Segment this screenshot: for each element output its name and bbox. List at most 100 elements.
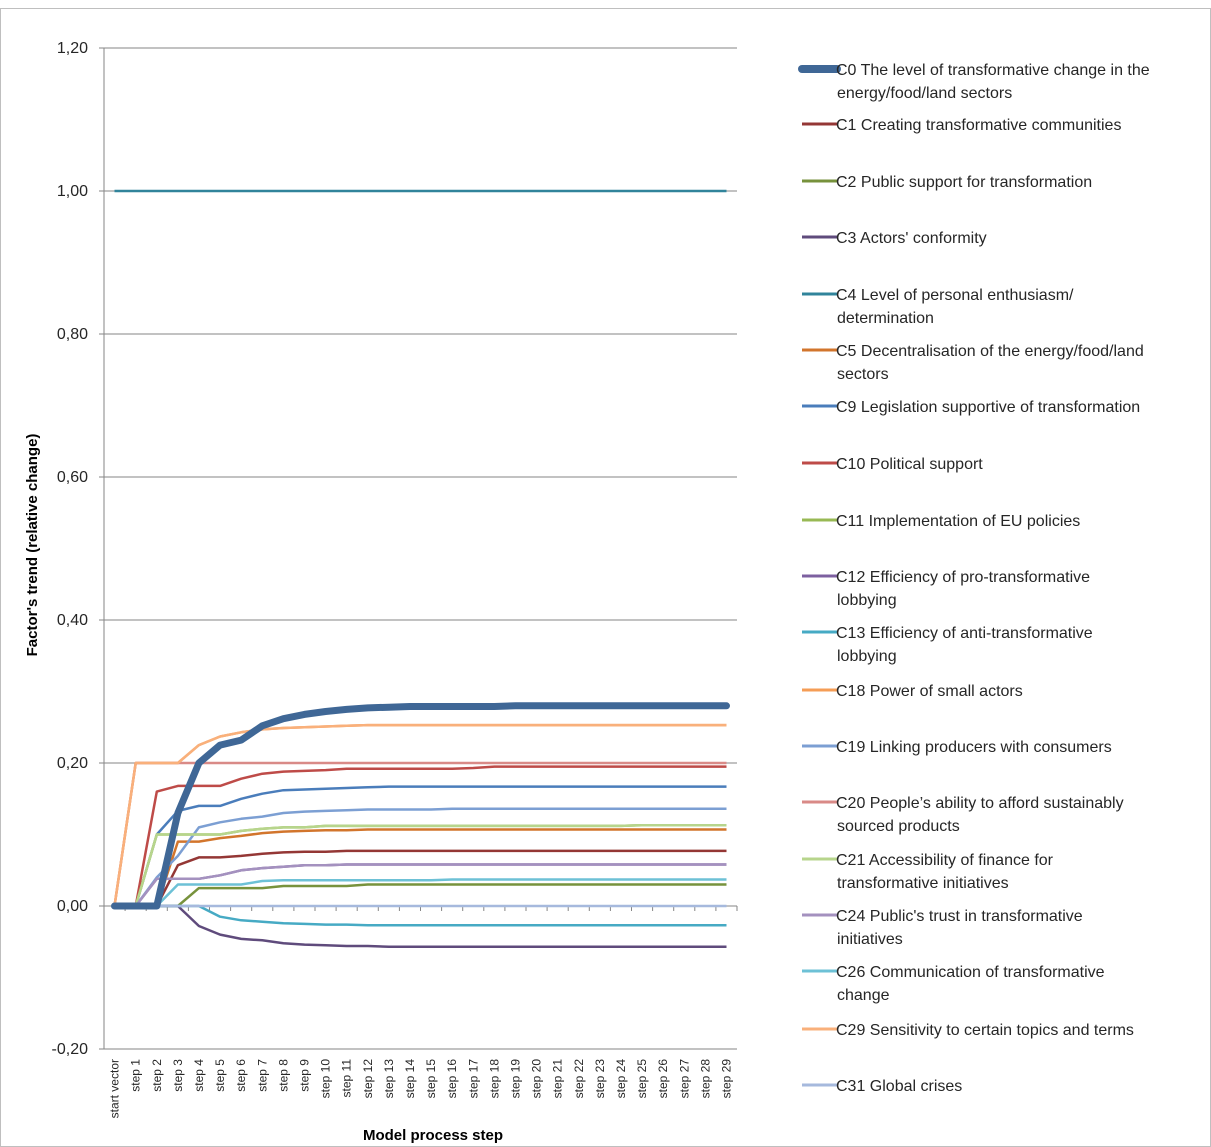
legend-label: C24 Public's trust in transformative	[836, 908, 1083, 925]
legend-item: C11 Implementation of EU policies	[802, 513, 1080, 530]
legend-label: determination	[837, 310, 934, 327]
x-tick-label: step 28	[698, 1059, 712, 1099]
x-tick-label: step 8	[276, 1059, 290, 1092]
legend-label: C21 Accessibility of finance for	[836, 852, 1054, 869]
series-line	[114, 807, 727, 908]
series-line	[114, 765, 727, 908]
legend-item: C9 Legislation supportive of transformat…	[802, 399, 1140, 416]
x-tick-label: step 21	[551, 1059, 565, 1099]
legend-item: C26 Communication of transformative chang…	[802, 964, 1105, 1004]
legend-item: C5 Decentralisation of the energy/food/l…	[802, 343, 1144, 383]
legend-label: C2 Public support for transformation	[836, 174, 1092, 191]
y-tick-label: 1,20	[57, 40, 88, 57]
x-tick-label: step 6	[234, 1059, 248, 1092]
x-tick-label: step 29	[719, 1059, 733, 1099]
legend-label: energy/food/land sectors	[837, 85, 1012, 102]
legend-item: C24 Public's trust in transformative init…	[802, 908, 1083, 948]
legend-label: C5 Decentralisation of the energy/food/l…	[836, 343, 1144, 360]
series-line	[114, 823, 727, 908]
legend-label: C26 Communication of transformative	[836, 964, 1105, 981]
x-tick-label: step 7	[255, 1059, 269, 1092]
legend-label: C13 Efficiency of anti-transformative	[836, 625, 1093, 642]
x-tick-label: step 9	[297, 1059, 311, 1092]
x-tick-label: step 18	[487, 1059, 501, 1099]
x-tick-labels: start vector step 1 step 2 step 3 step 4 step…	[108, 1059, 734, 1119]
series-line	[114, 785, 727, 908]
x-tick-label: step 19	[508, 1059, 522, 1099]
x-tick-label: step 24	[614, 1059, 628, 1099]
series-line	[113, 761, 727, 907]
y-tick-label: 0,80	[57, 326, 88, 343]
x-tick-label: step 4	[192, 1059, 206, 1092]
series-line	[114, 904, 727, 949]
legend-label: transformative initiatives	[837, 875, 1009, 892]
x-tick-label: step 22	[572, 1059, 586, 1099]
y-tick-label: 0,00	[57, 898, 88, 915]
x-tick-label: step 13	[382, 1059, 396, 1099]
y-tick-label: 0,60	[57, 469, 88, 486]
x-tick-label: step 10	[319, 1059, 333, 1099]
x-tick-label: step 25	[635, 1059, 649, 1099]
series-line	[114, 883, 727, 908]
legend-item: C20 People’s ability to afford sustainab…	[802, 795, 1124, 835]
legend-label: initiatives	[837, 931, 903, 948]
legend-item: C10 Political support	[802, 456, 983, 473]
legend-label: C18 Power of small actors	[836, 683, 1023, 700]
legend-label: change	[837, 987, 890, 1004]
legend-label: sectors	[837, 366, 889, 383]
legend: C0 The level of transformative change in…	[798, 62, 1150, 1095]
legend-label: C4 Level of personal enthusiasm/	[836, 287, 1074, 304]
series-line	[114, 878, 727, 908]
legend-label: C20 People’s ability to afford sustainab…	[836, 795, 1124, 812]
legend-label: lobbying	[837, 648, 897, 665]
legend-item: C21 Accessibility of finance for transfor…	[802, 852, 1054, 892]
legend-item: C0 The level of transformative change in…	[798, 62, 1150, 102]
legend-label: C11 Implementation of EU policies	[836, 513, 1080, 530]
series-lines	[111, 189, 730, 949]
x-tick-label: step 16	[445, 1059, 459, 1099]
legend-label: sourced products	[837, 818, 960, 835]
series-line	[114, 904, 727, 927]
legend-label: C19 Linking producers with consumers	[836, 739, 1112, 756]
x-tick-label: step 12	[361, 1059, 375, 1099]
x-axis-title: Model process step	[363, 1127, 503, 1144]
x-tick-label: step 1	[129, 1059, 143, 1092]
series-line	[114, 863, 727, 908]
x-tick-label: step 3	[171, 1059, 185, 1092]
legend-item: C31 Global crises	[802, 1078, 962, 1095]
x-tick-label: step 17	[466, 1059, 480, 1099]
legend-item: C2 Public support for transformation	[802, 174, 1092, 191]
x-tick-label: step 5	[213, 1059, 227, 1092]
x-tick-label: step 20	[530, 1059, 544, 1099]
x-tick-label: step 15	[424, 1059, 438, 1099]
y-tick-label: 0,40	[57, 612, 88, 629]
legend-label: C1 Creating transformative communities	[836, 117, 1121, 134]
y-axis-title: Factor's trend (relative change)	[24, 434, 41, 657]
legend-item: C13 Efficiency of anti-transformative lob…	[802, 625, 1093, 665]
legend-label: C9 Legislation supportive of transformat…	[836, 399, 1140, 416]
series-line	[114, 828, 727, 908]
y-tick-labels: -0,20 0,00 0,20 0,40 0,60 0,80 1,00 1,20	[52, 40, 89, 1058]
series-line	[111, 702, 730, 910]
legend-label: C3 Actors' conformity	[836, 230, 987, 247]
x-tick-label: step 27	[677, 1059, 691, 1099]
x-tick-label: start vector	[108, 1059, 122, 1118]
legend-item: C1 Creating transformative communities	[802, 117, 1121, 134]
y-tick-label: 0,20	[57, 755, 88, 772]
x-tick-label: step 2	[150, 1059, 164, 1092]
x-tick-label: step 14	[403, 1059, 417, 1099]
x-tick-label: step 23	[593, 1059, 607, 1099]
legend-label: C31 Global crises	[836, 1078, 962, 1095]
legend-label: lobbying	[837, 592, 897, 609]
x-tick-label: step 26	[656, 1059, 670, 1099]
legend-item: C4 Level of personal enthusiasm/determin…	[802, 287, 1074, 327]
legend-item: C29 Sensitivity to certain topics and te…	[802, 1022, 1134, 1039]
y-tick-label: 1,00	[57, 183, 88, 200]
legend-item: C3 Actors' conformity	[802, 230, 987, 247]
chart-border	[0, 8, 1211, 1147]
legend-label: C12 Efficiency of pro-transformative	[836, 569, 1090, 586]
y-tick-label: -0,20	[52, 1041, 89, 1058]
series-line	[114, 849, 727, 908]
